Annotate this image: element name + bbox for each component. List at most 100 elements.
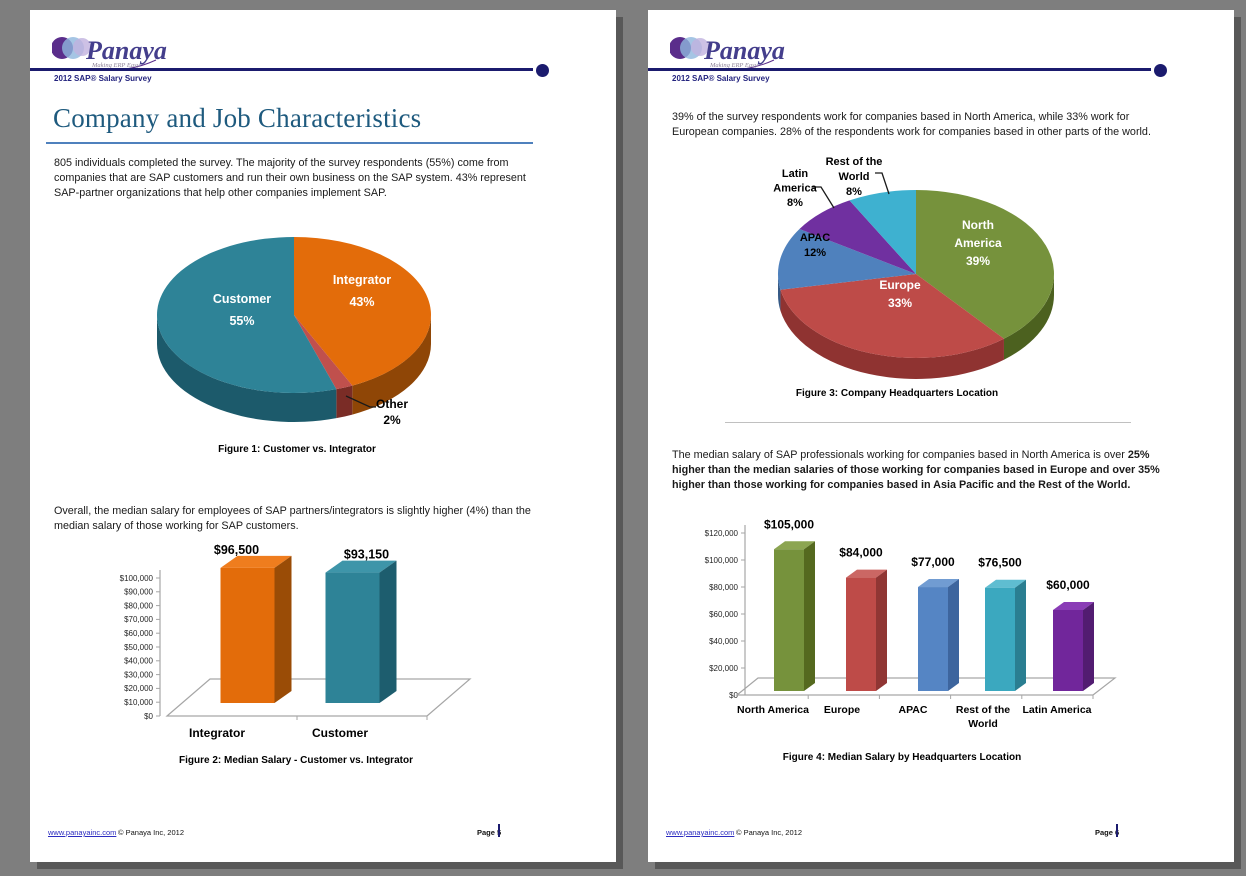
page-title: Company and Job Characteristics — [53, 103, 422, 133]
bar-europe-top-face — [846, 569, 887, 578]
pie-slice-label: America — [773, 183, 817, 195]
y-axis-tick-label: $120,000 — [705, 529, 739, 538]
pie-slice-side — [1003, 274, 1054, 360]
x-axis-category-label: Rest of the — [956, 704, 1010, 716]
logo-circle-icon — [73, 38, 91, 56]
pie-label-leader-line — [875, 172, 890, 195]
figure3-caption: Figure 3: Company Headquarters Location — [795, 388, 999, 399]
figure2-caption: Figure 2: Median Salary - Customer vs. I… — [179, 755, 413, 766]
footer-website-link[interactable]: www.panayainc.com — [666, 828, 735, 837]
bar-latin-america — [1053, 610, 1083, 691]
pie-slice-label: 39% — [966, 254, 990, 268]
footer-copyright: © Panaya Inc, 2012 — [736, 828, 802, 837]
bar-integrator-top-face — [220, 555, 292, 568]
x-axis-category-label: Latin America — [1022, 704, 1091, 716]
pie-slice-label: APAC — [800, 232, 830, 244]
x-axis-category-label: Europe — [824, 704, 860, 716]
page-number-divider — [498, 824, 500, 837]
figure2-bar-chart: $100,000 $90,000 $80,000 $70,000 $60,000 $50,… — [120, 543, 472, 740]
pie-slice-latin-america — [799, 200, 916, 274]
bar-customer-top-face — [325, 560, 397, 573]
header-dot-icon — [1154, 64, 1167, 77]
pie-slice-north-america — [916, 190, 1054, 339]
intro-paragraph: 805 individuals completed the survey. Th… — [54, 157, 526, 199]
bar-rest-of-the-world-top-face — [985, 579, 1026, 588]
document-page-5: Panaya Making ERP Easy 2012 SAP® Salary … — [30, 10, 616, 862]
pie-slice-integrator — [294, 237, 431, 386]
y-axis-tick-label: $100,000 — [705, 556, 739, 565]
pie-slice-label: 8% — [787, 197, 803, 209]
bar-apac-side-face — [948, 579, 959, 691]
pie-slice-side — [157, 315, 337, 422]
bar-europe-side-face — [876, 569, 887, 691]
pie-slice-side — [780, 289, 1004, 379]
document-page-6: Panaya Making ERP Easy 2012 SAP® Salary … — [648, 10, 1234, 862]
pie-slice-apac — [778, 228, 916, 290]
figure1-caption: Figure 1: Customer vs. Integrator — [218, 444, 376, 455]
pie-slice-label: 55% — [229, 314, 254, 328]
pie-slice-label: 43% — [349, 295, 374, 309]
pie-slice-label: World — [839, 171, 870, 183]
median-salary-paragraph: The median salary of SAP professionals w… — [672, 448, 1162, 493]
bar-rest-of-the-world-side-face — [1015, 579, 1026, 691]
bar-apac — [918, 587, 948, 691]
paragraph-intro-segment: The median salary of SAP professionals w… — [672, 449, 1128, 461]
y-axis-tick-label: $10,000 — [124, 698, 153, 707]
bar-value-label: $93,150 — [344, 548, 389, 562]
bar-north-america-top-face — [774, 541, 815, 550]
pie-slice-side — [336, 385, 353, 419]
pie-slice-label: Latin — [782, 168, 809, 180]
pie-label-leader-line — [812, 186, 835, 209]
logo-tagline: Making ERP Easy — [709, 62, 758, 69]
bar-europe — [846, 577, 876, 691]
bar-value-label: $77,000 — [911, 555, 955, 569]
logo-wordmark: Panaya — [85, 36, 167, 65]
section-divider — [725, 422, 1131, 423]
y-axis-tick-label: $70,000 — [124, 615, 153, 624]
salary-comparison-paragraph: Overall, the median salary for employees… — [54, 505, 531, 532]
y-axis-tick-label: $0 — [729, 691, 738, 700]
footer-website-link[interactable]: www.panayainc.com — [48, 828, 117, 837]
x-axis-category-label: Integrator — [189, 726, 245, 740]
bar-apac-top-face — [918, 579, 959, 588]
chart-floor — [735, 677, 1117, 696]
logo-circle-icon — [691, 38, 709, 56]
headquarters-paragraph: 39% of the survey respondents work for c… — [672, 111, 1151, 138]
bar-latin-america-top-face — [1053, 602, 1094, 610]
survey-subtitle: 2012 SAP® Salary Survey — [672, 74, 770, 83]
bar-integrator-side-face — [274, 555, 292, 703]
y-axis-tick-label: $20,000 — [709, 664, 738, 673]
y-axis-tick-label: $40,000 — [124, 657, 153, 666]
bar-rest-of-the-world — [985, 587, 1015, 691]
y-axis-tick-label: $0 — [144, 712, 153, 721]
bar-latin-america-side-face — [1083, 602, 1094, 691]
pie-slice-label: 12% — [804, 247, 826, 259]
y-axis-tick-label: $20,000 — [124, 684, 153, 693]
y-axis-tick-label: $100,000 — [120, 574, 154, 583]
pie-slice-label: Other — [376, 397, 408, 411]
y-axis-tick-label: $50,000 — [124, 643, 153, 652]
pie-slice-label: 2% — [383, 413, 401, 427]
bar-customer — [325, 572, 380, 703]
survey-subtitle: 2012 SAP® Salary Survey — [54, 74, 152, 83]
pie-label-leader-line — [345, 395, 376, 408]
page-number-divider — [1116, 824, 1118, 837]
pie-slice-label: Europe — [879, 278, 921, 292]
pie-slice-label: Customer — [213, 292, 271, 306]
y-axis-tick-label: $80,000 — [124, 601, 153, 610]
figure4-caption: Figure 4: Median Salary by Headquarters … — [782, 752, 1022, 763]
pie-slice-side — [778, 274, 781, 311]
figure3-pie-chart: North America 39% Europe 33% APAC 12% Latin Amer… — [773, 156, 1054, 379]
pie-slice-other — [294, 315, 353, 390]
pie-slice-label: 33% — [888, 296, 912, 310]
page-footer: www.panayainc.com © Panaya Inc, 2012 Pag… — [30, 822, 616, 852]
figure4-bar-chart: $120,000 $100,000 $80,000 $60,000 $40,000 $20… — [705, 517, 1117, 730]
bar-north-america — [774, 549, 804, 691]
pie-slice-label: 8% — [846, 186, 862, 198]
pie-slice-customer — [156, 237, 337, 394]
chart-floor — [165, 678, 472, 717]
bar-value-label: $76,500 — [978, 556, 1022, 570]
x-axis-category-label: North America — [737, 704, 809, 716]
header-dot-icon — [536, 64, 549, 77]
pie-slice-label: Integrator — [333, 273, 391, 287]
